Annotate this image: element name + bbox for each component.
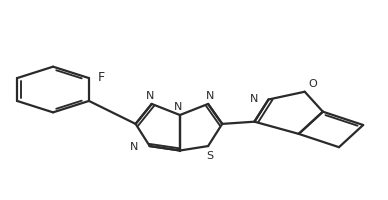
Text: N: N (174, 102, 182, 111)
Text: N: N (206, 90, 214, 100)
Text: N: N (130, 141, 139, 151)
Text: N: N (146, 90, 154, 100)
Text: O: O (308, 79, 317, 89)
Text: F: F (98, 70, 105, 83)
Text: N: N (250, 93, 258, 103)
Text: S: S (206, 150, 214, 160)
